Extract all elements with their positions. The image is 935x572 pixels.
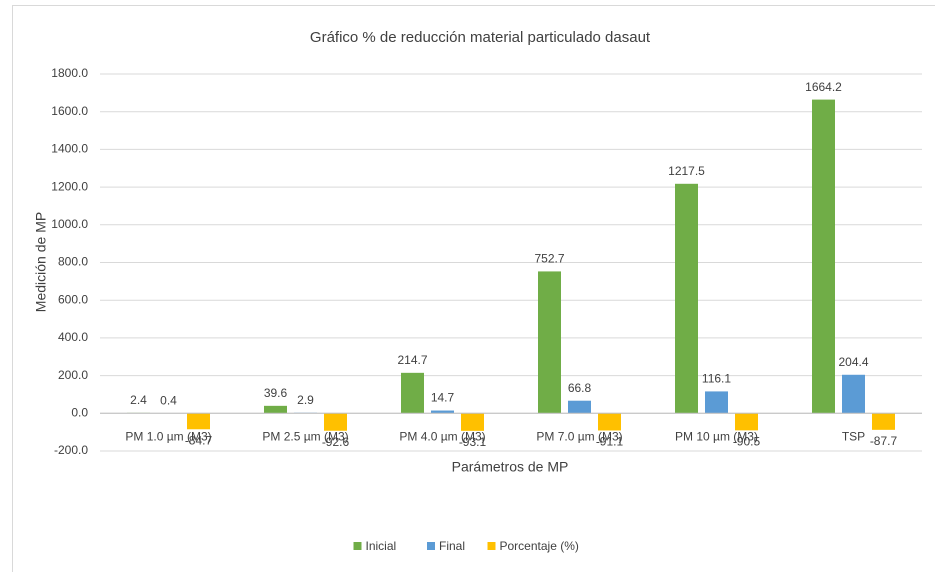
data-label: -91.1 — [596, 435, 624, 449]
chart-border — [12, 5, 935, 572]
y-tick-label: 400.0 — [58, 330, 88, 344]
data-label: -90.5 — [733, 435, 761, 449]
y-tick-label: 600.0 — [58, 292, 88, 306]
bar — [598, 413, 621, 431]
bar — [264, 405, 287, 414]
y-tick-label: 1800.0 — [51, 66, 88, 80]
bar — [431, 410, 454, 414]
y-tick-label: 800.0 — [58, 255, 88, 269]
bar — [735, 413, 758, 431]
data-label: 39.6 — [264, 386, 288, 400]
data-label: 214.7 — [397, 353, 427, 367]
data-label: 116.1 — [702, 372, 731, 386]
bar — [568, 400, 591, 414]
x-axis-title: Parámetros de MP — [452, 459, 569, 475]
data-label: -93.1 — [459, 435, 487, 449]
legend-label: Porcentaje (%) — [500, 539, 579, 553]
data-label: 0.4 — [160, 393, 177, 407]
data-label: 752.7 — [534, 252, 564, 266]
y-tick-label: 1200.0 — [51, 179, 88, 193]
bar — [842, 374, 865, 414]
data-label: 1217.5 — [668, 164, 705, 178]
y-axis-title: Medición de MP — [33, 212, 49, 312]
y-tick-label: 1600.0 — [51, 104, 88, 118]
legend-swatch — [487, 542, 496, 550]
x-tick-label: PM 2.5 µm (M3) — [262, 429, 348, 443]
bar — [324, 413, 347, 431]
data-label: 204.4 — [838, 355, 868, 369]
data-label: -92.6 — [322, 435, 350, 449]
y-tick-label: -200.0 — [54, 443, 88, 457]
data-label: 2.9 — [297, 393, 314, 407]
x-tick-label: TSP — [842, 429, 865, 443]
chart-title: Gráfico % de reducción material particul… — [310, 29, 651, 46]
data-label: 1664.2 — [805, 80, 842, 94]
y-tick-label: 1000.0 — [51, 217, 88, 231]
bar — [461, 413, 484, 431]
bar — [401, 372, 424, 414]
data-label: 14.7 — [431, 391, 455, 405]
legend-label: Final — [439, 539, 465, 553]
data-label: -84.7 — [185, 433, 213, 447]
legend-swatch — [427, 542, 435, 550]
y-tick-label: 0.0 — [71, 405, 88, 419]
x-tick-label: PM 7.0 µm (M3) — [536, 429, 622, 443]
bar — [872, 413, 895, 430]
bar — [705, 391, 728, 414]
bar — [538, 271, 561, 414]
bar — [675, 183, 698, 414]
data-label: -87.7 — [870, 434, 898, 448]
y-tick-label: 200.0 — [58, 368, 88, 382]
x-tick-label: PM 10 µm (M3) — [675, 429, 758, 443]
x-tick-label: PM 4.0 µm (M3) — [399, 429, 485, 443]
legend-swatch — [353, 542, 362, 550]
bar — [187, 413, 210, 430]
bar — [812, 99, 835, 414]
data-label: 66.8 — [568, 381, 592, 395]
y-tick-label: 1400.0 — [51, 142, 88, 156]
legend-label: Inicial — [366, 539, 397, 553]
data-label: 2.4 — [130, 393, 147, 407]
x-tick-label: PM 1.0 µm (M3) — [125, 429, 211, 443]
